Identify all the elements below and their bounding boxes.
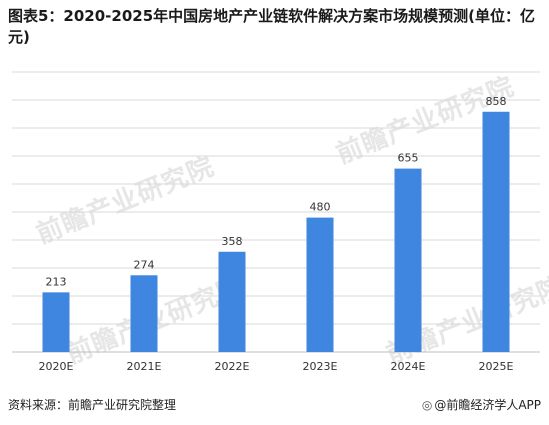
- chart-title: 图表5：2020-2025年中国房地产产业链软件解决方案市场规模预测(单位：亿元…: [8, 7, 536, 46]
- brand-text: @前瞻经济学人APP: [434, 398, 541, 412]
- data-label-2023E: 480: [310, 201, 331, 214]
- x-tick-label-2025E: 2025E: [479, 360, 514, 373]
- bar-2024E: [394, 168, 422, 352]
- bar-2025E: [482, 111, 510, 352]
- x-tick-label-2020E: 2020E: [39, 360, 74, 373]
- data-label-2022E: 358: [222, 235, 243, 248]
- x-tick-label-2023E: 2023E: [303, 360, 338, 373]
- data-label-2024E: 655: [398, 152, 419, 165]
- brand-credit: ◎ @前瞻经济学人APP: [422, 396, 541, 413]
- bar-2023E: [306, 217, 334, 352]
- data-label-2025E: 858: [486, 95, 507, 108]
- source-note: 资料来源：前瞻产业研究院整理: [8, 398, 177, 412]
- footer: 资料来源：前瞻产业研究院整理 ◎ @前瞻经济学人APP: [8, 396, 541, 414]
- x-tick-label-2022E: 2022E: [215, 360, 250, 373]
- x-tick-label-2024E: 2024E: [391, 360, 426, 373]
- x-tick-label-2021E: 2021E: [127, 360, 162, 373]
- wechat-like-icon: ◎: [421, 398, 433, 412]
- bar-2022E: [218, 251, 246, 352]
- bar-2021E: [130, 275, 158, 352]
- bar-2020E: [42, 292, 70, 352]
- data-label-2021E: 274: [134, 258, 155, 271]
- data-label-2020E: 213: [46, 275, 67, 288]
